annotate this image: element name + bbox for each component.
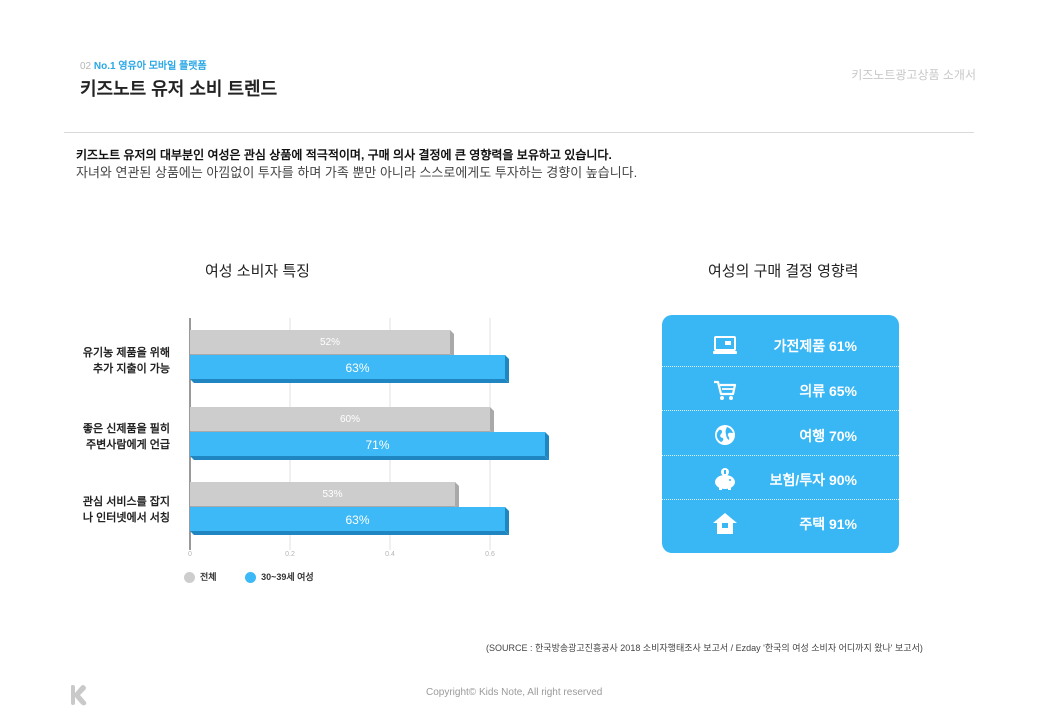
x-tick-label: 0.6	[485, 551, 495, 558]
section-number: 02	[80, 61, 92, 72]
house-icon	[713, 513, 737, 534]
bar-shadow	[190, 531, 509, 535]
influence-panel: 가전제품 61% 의류 65% 여행 70% 보험/투자 90%	[662, 315, 899, 553]
legend-item-all: 전체	[184, 572, 219, 584]
chart-legend: 전체 30~39세 여성	[184, 570, 314, 584]
influence-row: 주택 91%	[662, 501, 899, 545]
laptop-icon	[713, 336, 737, 354]
influence-row: 가전제품 61%	[662, 323, 899, 367]
bar-face	[190, 407, 490, 431]
chart-bars: 52% 60% 53% 63% 71% 63%	[190, 330, 549, 535]
influence-label: 보험/투자 90%	[769, 472, 857, 488]
category-label: 관심 서비스를 잡지 나 인터넷에서 서칭	[50, 494, 170, 526]
influence-label: 가전제품 61%	[773, 338, 857, 354]
bar-face	[190, 355, 505, 379]
influence-label: 의류 65%	[799, 383, 857, 399]
influence-title: 여성의 구매 결정 영향력	[708, 263, 859, 280]
bar-all: 52%	[190, 330, 454, 358]
bar-women: 63%	[190, 507, 509, 535]
data-label: 52%	[320, 337, 340, 348]
data-label: 63%	[345, 513, 369, 527]
bar-side	[455, 482, 459, 510]
category-label-line: 관심 서비스를 잡지	[82, 496, 170, 508]
copyright: Copyright© Kids Note, All right reserved	[426, 687, 603, 698]
bar-women: 71%	[190, 432, 549, 460]
section-name: No.1 영유아 모바일 플랫폼	[93, 61, 207, 72]
legend-swatch-gray	[184, 572, 195, 584]
x-tick-label: 0.4	[385, 551, 395, 558]
bar-side	[505, 355, 509, 383]
bar-side	[545, 432, 549, 460]
bar-all: 53%	[190, 482, 459, 510]
cart-icon	[714, 380, 737, 400]
bar-face	[190, 432, 545, 456]
bar-women: 63%	[190, 355, 509, 383]
category-label-line: 좋은 신제품을 필히	[82, 423, 170, 435]
category-label: 유기농 제품을 위해 추가 지출이 가능	[50, 345, 170, 377]
bar-shadow	[190, 379, 509, 383]
chart-title: 여성 소비자 특징	[205, 263, 310, 280]
bar-side	[450, 330, 454, 358]
legend-label: 30~39세 여성	[261, 572, 314, 582]
influence-label: 여행 70%	[799, 428, 857, 444]
influence-label: 주택 91%	[799, 516, 857, 532]
category-label: 좋은 신제품을 필히 주변사람에게 언급	[50, 421, 170, 453]
bar-face	[190, 330, 450, 354]
legend-swatch-blue	[245, 572, 257, 584]
row-divider	[662, 366, 899, 367]
row-divider	[662, 410, 899, 411]
legend-item-women: 30~39세 여성	[245, 572, 314, 584]
bar-face	[190, 482, 455, 506]
data-label: 63%	[345, 361, 369, 375]
category-label-line: 주변사람에게 언급	[85, 439, 170, 451]
piggy-bank-icon	[715, 468, 735, 490]
influence-row: 여행 70%	[662, 413, 899, 457]
bar-shadow	[190, 456, 549, 460]
category-label-line: 유기농 제품을 위해	[82, 347, 170, 359]
data-label: 53%	[322, 489, 342, 500]
category-label-line: 나 인터넷에서 서칭	[82, 512, 170, 524]
document-label: 키즈노트광고상품 소개서	[851, 68, 976, 82]
bar-side	[505, 507, 509, 535]
source-note: (SOURCE : 한국방송광고진흥공사 2018 소비자행태조사 보고서 / …	[486, 643, 923, 653]
row-divider	[662, 455, 899, 456]
x-tick-label: 0	[188, 551, 192, 558]
influence-row: 의류 65%	[662, 368, 899, 412]
header-divider	[64, 132, 974, 133]
intro-headline: 키즈노트 유저의 대부분인 여성은 관심 상품에 적극적이며, 구매 의사 결정…	[76, 148, 612, 162]
kidsnote-logo	[71, 685, 87, 706]
section-label: 02 No.1 영유아 모바일 플랫폼	[80, 57, 207, 72]
bar-all: 60%	[190, 407, 494, 435]
intro-body: 자녀와 연관된 상품에는 아낌없이 투자를 하며 가족 뿐만 아니라 스스로에게…	[76, 165, 638, 180]
influence-row: 보험/투자 90%	[662, 457, 899, 501]
bar-chart: 0 0.2 0.4 0.6 52% 60% 53% 63% 71% 63%	[188, 318, 549, 558]
data-label: 71%	[365, 438, 389, 452]
legend-label: 전체	[200, 572, 217, 582]
bar-face	[190, 507, 505, 531]
row-divider	[662, 499, 899, 500]
globe-icon	[715, 425, 735, 445]
data-label: 60%	[340, 414, 360, 425]
category-label-line: 추가 지출이 가능	[93, 363, 170, 375]
bar-side	[490, 407, 494, 435]
page-title: 키즈노트 유저 소비 트렌드	[80, 79, 278, 99]
x-tick-label: 0.2	[285, 551, 295, 558]
